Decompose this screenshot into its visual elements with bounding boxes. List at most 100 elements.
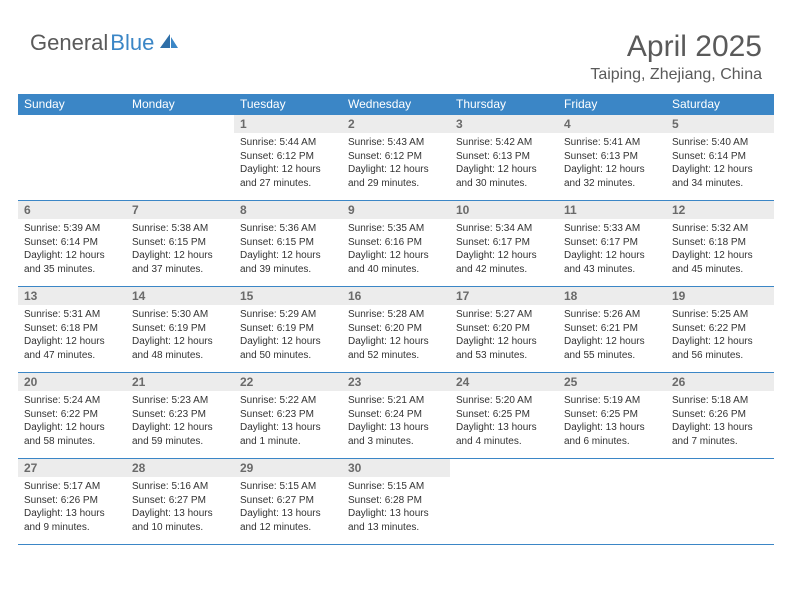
day-details: Sunrise: 5:38 AMSunset: 6:15 PMDaylight:… [126,219,234,286]
day-number: 18 [558,287,666,305]
day-details: Sunrise: 5:28 AMSunset: 6:20 PMDaylight:… [342,305,450,372]
day-details: Sunrise: 5:40 AMSunset: 6:14 PMDaylight:… [666,133,774,200]
day-number: 4 [558,115,666,133]
day-number: 21 [126,373,234,391]
day-details: Sunrise: 5:18 AMSunset: 6:26 PMDaylight:… [666,391,774,458]
day-cell: 5Sunrise: 5:40 AMSunset: 6:14 PMDaylight… [666,115,774,201]
day-details: Sunrise: 5:35 AMSunset: 6:16 PMDaylight:… [342,219,450,286]
day-cell: 25Sunrise: 5:19 AMSunset: 6:25 PMDayligh… [558,373,666,459]
day-cell: 11Sunrise: 5:33 AMSunset: 6:17 PMDayligh… [558,201,666,287]
day-number: 8 [234,201,342,219]
day-cell: 24Sunrise: 5:20 AMSunset: 6:25 PMDayligh… [450,373,558,459]
day-cell: 28Sunrise: 5:16 AMSunset: 6:27 PMDayligh… [126,459,234,545]
day-details: Sunrise: 5:33 AMSunset: 6:17 PMDaylight:… [558,219,666,286]
day-details: Sunrise: 5:20 AMSunset: 6:25 PMDaylight:… [450,391,558,458]
day-cell: 26Sunrise: 5:18 AMSunset: 6:26 PMDayligh… [666,373,774,459]
day-number: 29 [234,459,342,477]
day-cell: 8Sunrise: 5:36 AMSunset: 6:15 PMDaylight… [234,201,342,287]
calendar-body: 1Sunrise: 5:44 AMSunset: 6:12 PMDaylight… [18,115,774,545]
day-number: 10 [450,201,558,219]
day-cell: 14Sunrise: 5:30 AMSunset: 6:19 PMDayligh… [126,287,234,373]
month-title: April 2025 [590,30,762,64]
day-cell: 9Sunrise: 5:35 AMSunset: 6:16 PMDaylight… [342,201,450,287]
empty-cell [18,115,126,201]
brand-sail-icon [158,32,180,55]
day-details: Sunrise: 5:15 AMSunset: 6:28 PMDaylight:… [342,477,450,544]
day-details: Sunrise: 5:25 AMSunset: 6:22 PMDaylight:… [666,305,774,372]
day-cell: 13Sunrise: 5:31 AMSunset: 6:18 PMDayligh… [18,287,126,373]
weekday-header: Thursday [450,94,558,115]
day-details: Sunrise: 5:39 AMSunset: 6:14 PMDaylight:… [18,219,126,286]
weekday-header-row: SundayMondayTuesdayWednesdayThursdayFrid… [18,94,774,115]
brand-word-general: General [30,30,108,56]
day-cell: 1Sunrise: 5:44 AMSunset: 6:12 PMDaylight… [234,115,342,201]
calendar-row: 13Sunrise: 5:31 AMSunset: 6:18 PMDayligh… [18,287,774,373]
day-details: Sunrise: 5:27 AMSunset: 6:20 PMDaylight:… [450,305,558,372]
empty-cell [450,459,558,545]
day-cell: 30Sunrise: 5:15 AMSunset: 6:28 PMDayligh… [342,459,450,545]
day-details: Sunrise: 5:32 AMSunset: 6:18 PMDaylight:… [666,219,774,286]
day-details: Sunrise: 5:17 AMSunset: 6:26 PMDaylight:… [18,477,126,544]
day-number: 28 [126,459,234,477]
day-number: 23 [342,373,450,391]
weekday-header: Tuesday [234,94,342,115]
empty-cell [558,459,666,545]
day-cell: 6Sunrise: 5:39 AMSunset: 6:14 PMDaylight… [18,201,126,287]
day-details: Sunrise: 5:31 AMSunset: 6:18 PMDaylight:… [18,305,126,372]
day-details: Sunrise: 5:22 AMSunset: 6:23 PMDaylight:… [234,391,342,458]
day-number: 11 [558,201,666,219]
title-block: April 2025 Taiping, Zhejiang, China [590,30,762,84]
day-cell: 18Sunrise: 5:26 AMSunset: 6:21 PMDayligh… [558,287,666,373]
day-details: Sunrise: 5:36 AMSunset: 6:15 PMDaylight:… [234,219,342,286]
day-number: 15 [234,287,342,305]
day-details: Sunrise: 5:16 AMSunset: 6:27 PMDaylight:… [126,477,234,544]
calendar-table: SundayMondayTuesdayWednesdayThursdayFrid… [18,94,774,545]
day-details: Sunrise: 5:29 AMSunset: 6:19 PMDaylight:… [234,305,342,372]
day-number: 6 [18,201,126,219]
day-cell: 17Sunrise: 5:27 AMSunset: 6:20 PMDayligh… [450,287,558,373]
day-number: 2 [342,115,450,133]
calendar-row: 6Sunrise: 5:39 AMSunset: 6:14 PMDaylight… [18,201,774,287]
day-cell: 3Sunrise: 5:42 AMSunset: 6:13 PMDaylight… [450,115,558,201]
day-number: 22 [234,373,342,391]
day-number: 1 [234,115,342,133]
day-details: Sunrise: 5:44 AMSunset: 6:12 PMDaylight:… [234,133,342,200]
day-number: 3 [450,115,558,133]
weekday-header: Saturday [666,94,774,115]
weekday-header: Friday [558,94,666,115]
calendar-row: 1Sunrise: 5:44 AMSunset: 6:12 PMDaylight… [18,115,774,201]
day-details: Sunrise: 5:30 AMSunset: 6:19 PMDaylight:… [126,305,234,372]
day-cell: 7Sunrise: 5:38 AMSunset: 6:15 PMDaylight… [126,201,234,287]
day-cell: 21Sunrise: 5:23 AMSunset: 6:23 PMDayligh… [126,373,234,459]
weekday-header: Sunday [18,94,126,115]
day-number: 19 [666,287,774,305]
empty-cell [666,459,774,545]
day-number: 14 [126,287,234,305]
day-number: 12 [666,201,774,219]
day-details: Sunrise: 5:19 AMSunset: 6:25 PMDaylight:… [558,391,666,458]
weekday-header: Wednesday [342,94,450,115]
day-cell: 4Sunrise: 5:41 AMSunset: 6:13 PMDaylight… [558,115,666,201]
location-subtitle: Taiping, Zhejiang, China [590,66,762,84]
day-number: 17 [450,287,558,305]
day-cell: 20Sunrise: 5:24 AMSunset: 6:22 PMDayligh… [18,373,126,459]
day-details: Sunrise: 5:26 AMSunset: 6:21 PMDaylight:… [558,305,666,372]
day-cell: 19Sunrise: 5:25 AMSunset: 6:22 PMDayligh… [666,287,774,373]
brand-logo: General Blue [30,30,180,56]
calendar-row: 27Sunrise: 5:17 AMSunset: 6:26 PMDayligh… [18,459,774,545]
day-cell: 23Sunrise: 5:21 AMSunset: 6:24 PMDayligh… [342,373,450,459]
brand-word-blue: Blue [110,30,154,56]
day-number: 27 [18,459,126,477]
day-number: 26 [666,373,774,391]
day-details: Sunrise: 5:43 AMSunset: 6:12 PMDaylight:… [342,133,450,200]
day-number: 20 [18,373,126,391]
day-cell: 10Sunrise: 5:34 AMSunset: 6:17 PMDayligh… [450,201,558,287]
day-number: 5 [666,115,774,133]
day-number: 13 [18,287,126,305]
calendar-row: 20Sunrise: 5:24 AMSunset: 6:22 PMDayligh… [18,373,774,459]
day-number: 16 [342,287,450,305]
day-details: Sunrise: 5:34 AMSunset: 6:17 PMDaylight:… [450,219,558,286]
day-cell: 2Sunrise: 5:43 AMSunset: 6:12 PMDaylight… [342,115,450,201]
day-details: Sunrise: 5:15 AMSunset: 6:27 PMDaylight:… [234,477,342,544]
day-cell: 12Sunrise: 5:32 AMSunset: 6:18 PMDayligh… [666,201,774,287]
